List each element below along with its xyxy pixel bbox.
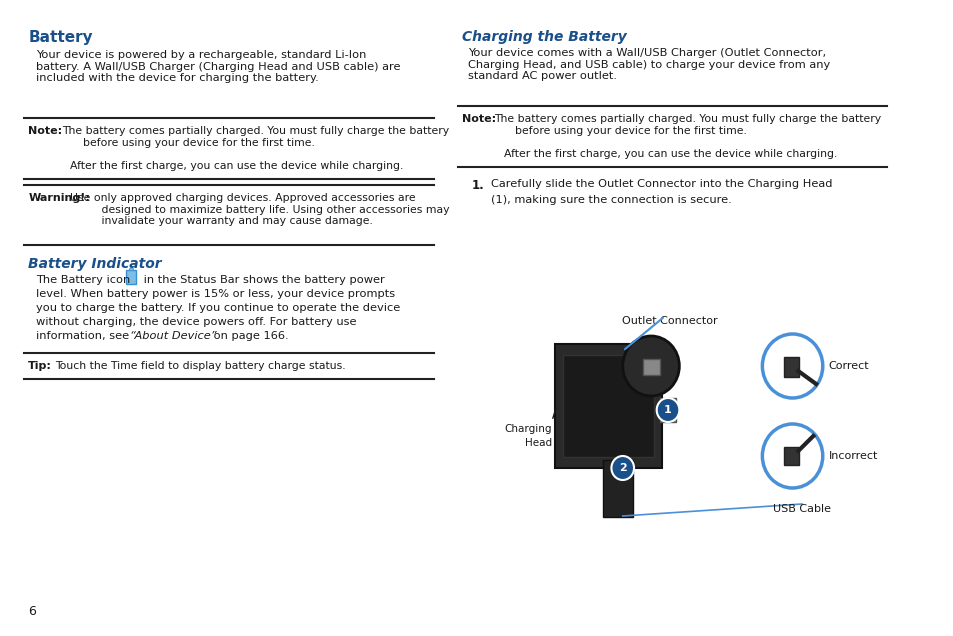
Text: 2: 2 <box>618 463 626 473</box>
Text: (1), making sure the connection is secure.: (1), making sure the connection is secur… <box>490 195 731 205</box>
FancyBboxPatch shape <box>127 270 135 284</box>
Text: Note:: Note: <box>462 114 496 124</box>
Text: The Battery icon: The Battery icon <box>36 275 133 285</box>
FancyBboxPatch shape <box>642 359 659 375</box>
FancyBboxPatch shape <box>783 357 799 377</box>
Text: Your device comes with a Wall/USB Charger (Outlet Connector,
Charging Head, and : Your device comes with a Wall/USB Charge… <box>468 48 829 81</box>
Text: Tip:: Tip: <box>29 361 52 371</box>
Circle shape <box>656 398 679 422</box>
Text: without charging, the device powers off. For battery use: without charging, the device powers off.… <box>36 317 356 327</box>
Text: The battery comes partially charged. You must fully charge the battery
      bef: The battery comes partially charged. You… <box>62 126 449 148</box>
FancyBboxPatch shape <box>783 447 799 465</box>
Text: The battery comes partially charged. You must fully charge the battery
      bef: The battery comes partially charged. You… <box>494 114 881 135</box>
Text: you to charge the battery. If you continue to operate the device: you to charge the battery. If you contin… <box>36 303 399 313</box>
Text: Use only approved charging devices. Approved accessories are
         designed t: Use only approved charging devices. Appr… <box>70 193 449 226</box>
Text: 6: 6 <box>29 605 36 618</box>
FancyBboxPatch shape <box>129 268 132 270</box>
Circle shape <box>611 456 634 480</box>
Text: Charging the Battery: Charging the Battery <box>462 30 626 44</box>
FancyBboxPatch shape <box>602 460 633 517</box>
Text: Incorrect: Incorrect <box>827 451 877 461</box>
Text: 1.: 1. <box>472 179 484 192</box>
Circle shape <box>622 336 679 396</box>
Text: Battery Indicator: Battery Indicator <box>29 257 162 271</box>
Text: Touch the Time field to display battery charge status.: Touch the Time field to display battery … <box>54 361 345 371</box>
Text: Note:: Note: <box>29 126 62 136</box>
FancyBboxPatch shape <box>555 344 661 468</box>
Text: After the first charge, you can use the device while charging.: After the first charge, you can use the … <box>70 161 403 171</box>
Text: After the first charge, you can use the device while charging.: After the first charge, you can use the … <box>503 149 837 159</box>
Text: Carefully slide the Outlet Connector into the Charging Head: Carefully slide the Outlet Connector int… <box>490 179 831 189</box>
Text: level. When battery power is 15% or less, your device prompts: level. When battery power is 15% or less… <box>36 289 395 299</box>
Text: Outlet Connector: Outlet Connector <box>621 316 717 326</box>
FancyBboxPatch shape <box>562 355 653 457</box>
Text: “About Device”: “About Device” <box>130 331 216 341</box>
Text: Warning!:: Warning!: <box>29 193 91 203</box>
Text: Your device is powered by a rechargeable, standard Li-Ion
battery. A Wall/USB Ch: Your device is powered by a rechargeable… <box>36 50 400 83</box>
Text: in the Status Bar shows the battery power: in the Status Bar shows the battery powe… <box>139 275 384 285</box>
Circle shape <box>761 334 821 398</box>
Text: Correct: Correct <box>827 361 868 371</box>
Text: Charging
Head: Charging Head <box>504 424 552 448</box>
Text: on page 166.: on page 166. <box>211 331 289 341</box>
Text: Battery: Battery <box>29 30 92 45</box>
Text: USB Cable: USB Cable <box>772 504 830 514</box>
FancyBboxPatch shape <box>659 398 675 422</box>
Text: information, see: information, see <box>36 331 132 341</box>
Circle shape <box>761 424 821 488</box>
Text: 1: 1 <box>663 405 671 415</box>
